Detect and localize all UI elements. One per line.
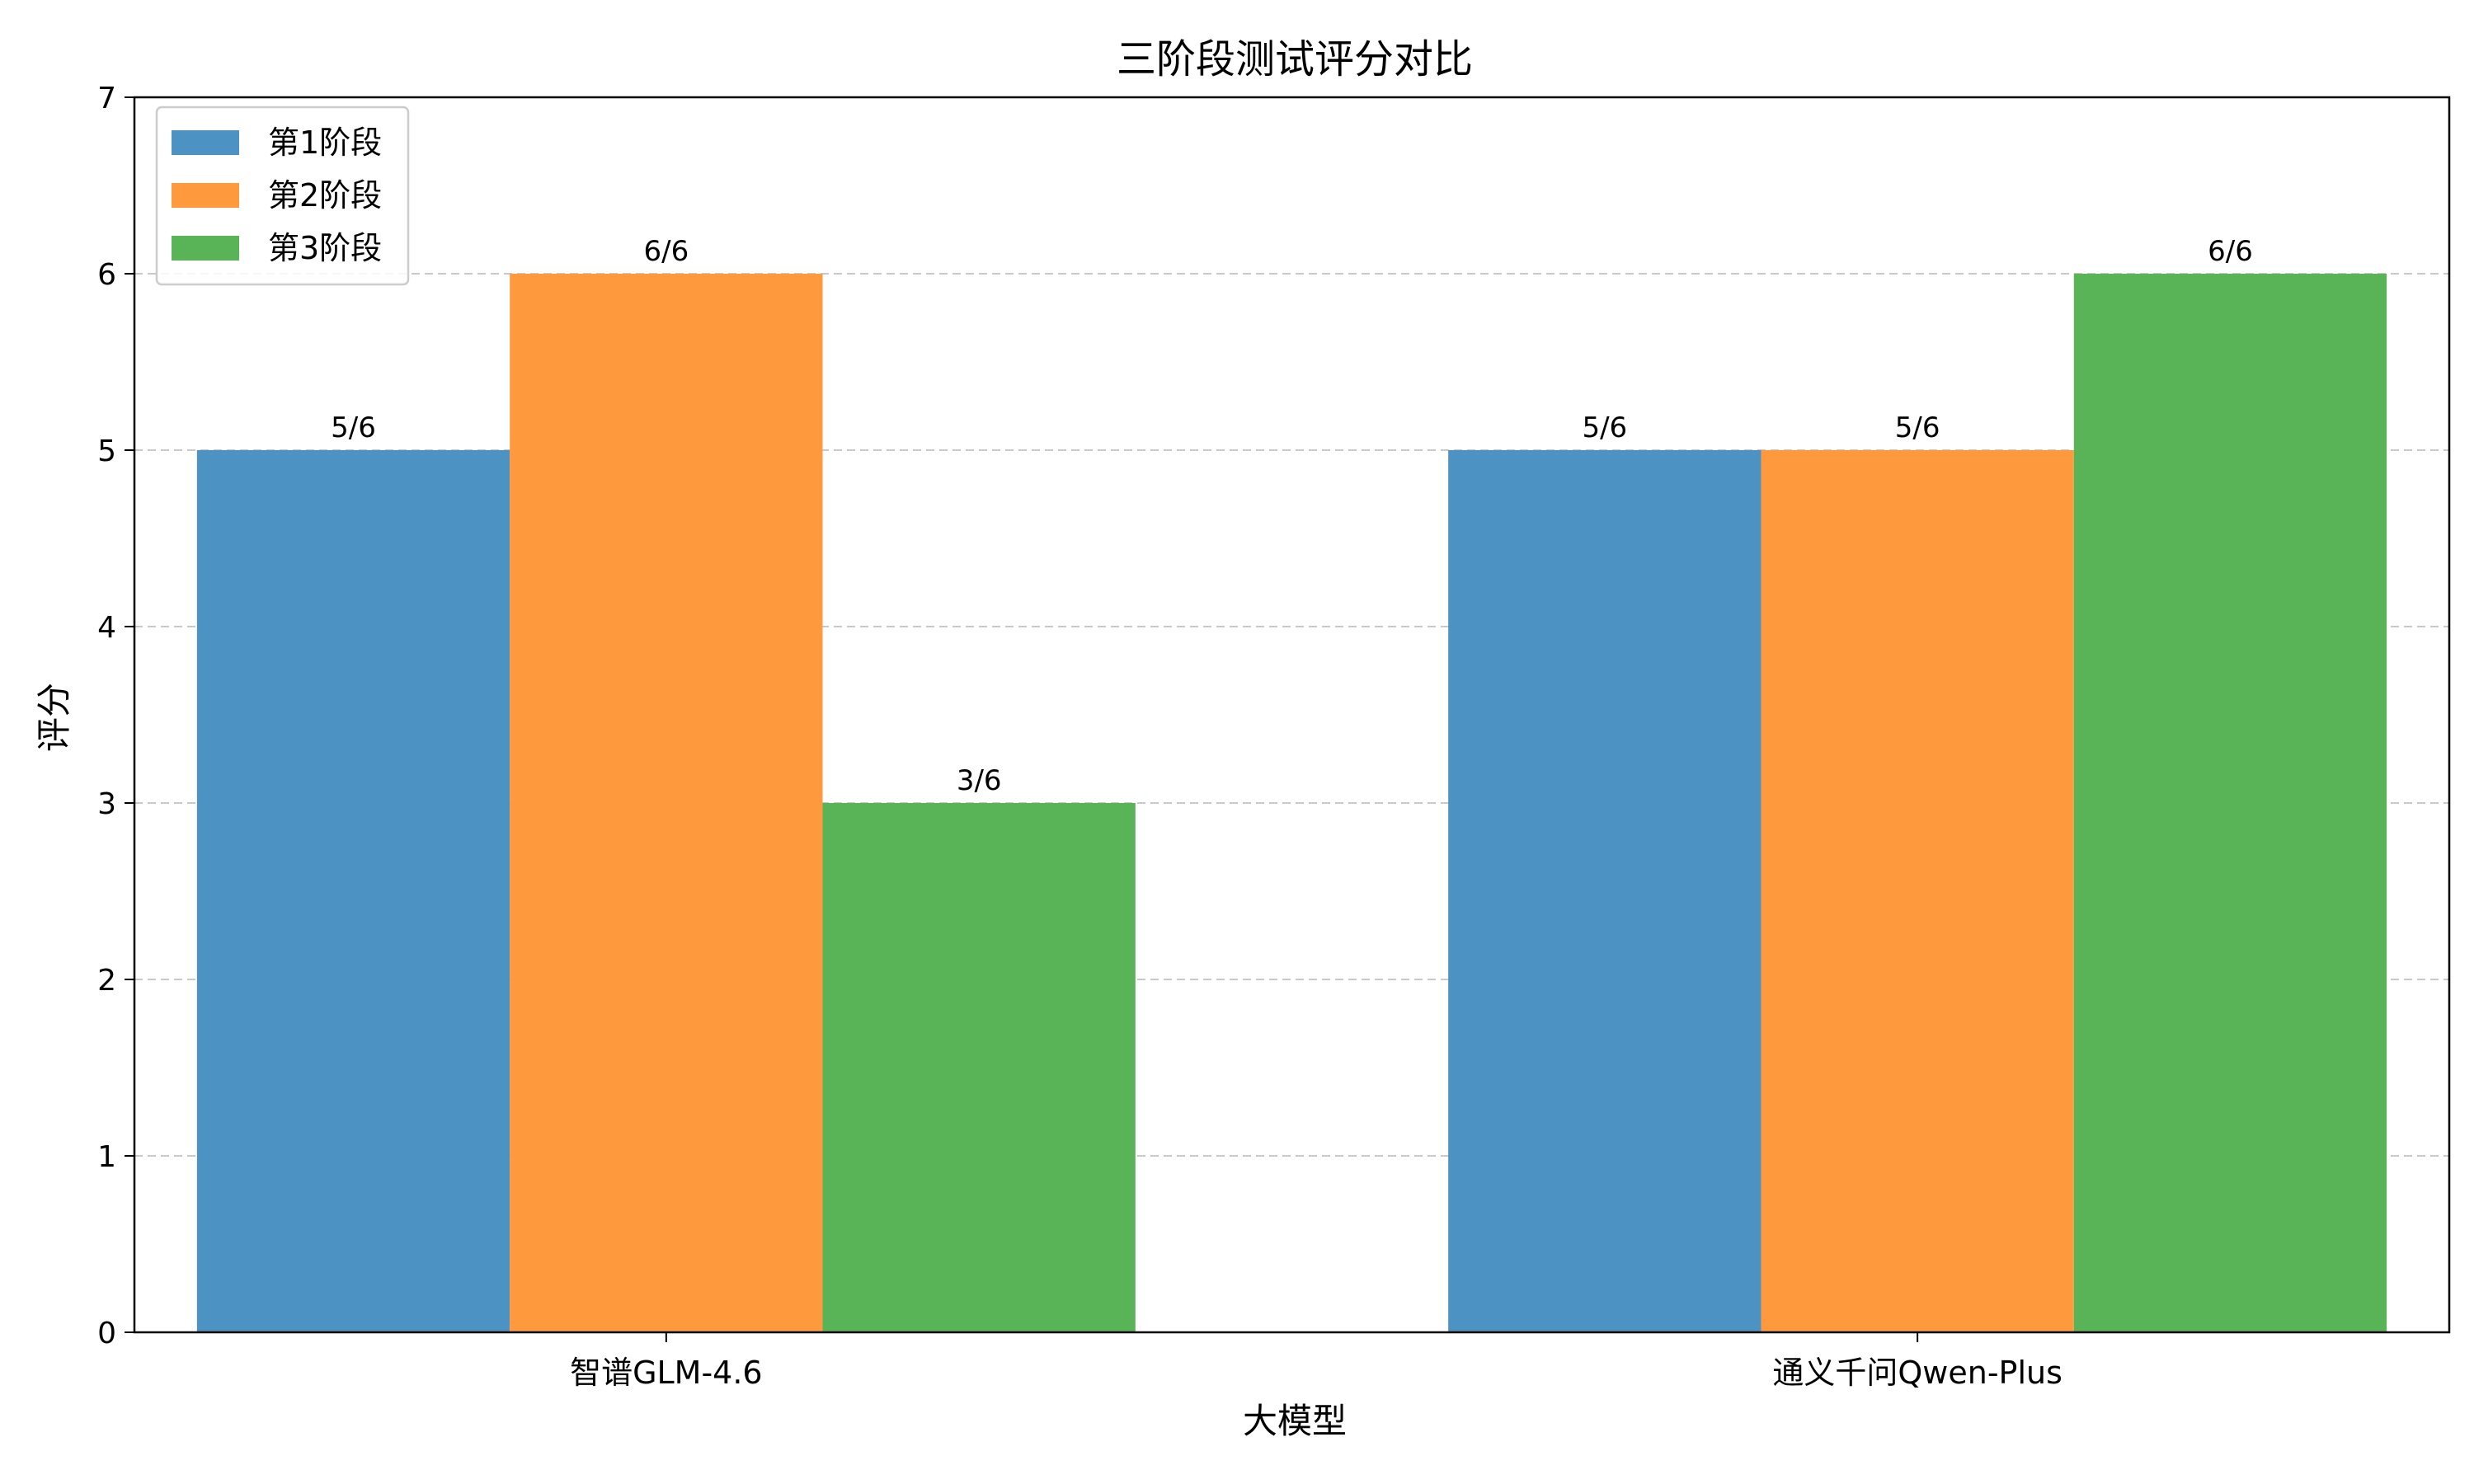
legend-label: 第1阶段	[268, 124, 382, 161]
y-tick-label: 2	[97, 964, 116, 998]
y-tick-label: 6	[97, 258, 116, 292]
bar	[196, 450, 510, 1332]
plot-frame	[133, 96, 2451, 1334]
y-tick-label: 1	[97, 1140, 116, 1174]
x-tick-label: 通义千问Qwen-Plus	[1772, 1355, 2062, 1391]
legend-swatch	[172, 236, 239, 261]
y-tick-label: 0	[97, 1317, 116, 1350]
axis-ticks: 0 1 2 3 4 5 6 7 智谱GLM-4.6 通义千问Qwen-Plus	[97, 82, 2062, 1391]
chart-title: 三阶段测试评分对比	[1117, 36, 1473, 82]
bar	[1448, 450, 1761, 1332]
data-label: 5/6	[331, 411, 376, 444]
data-label: 6/6	[2208, 235, 2253, 268]
y-tick-label: 3	[97, 787, 116, 821]
bar	[2073, 274, 2387, 1332]
data-label: 5/6	[1582, 411, 1627, 444]
y-tick-label: 7	[97, 82, 116, 115]
bar	[822, 803, 1136, 1332]
bar	[510, 274, 823, 1332]
legend-swatch	[172, 183, 239, 208]
data-label: 5/6	[1895, 411, 1940, 444]
data-labels: 5/6 5/6 6/6 5/6 3/6 6/6	[331, 235, 2253, 797]
y-axis-label: 评分	[34, 683, 74, 752]
legend-label: 第3阶段	[268, 230, 382, 266]
y-tick-label: 5	[97, 434, 116, 468]
bars	[196, 274, 2387, 1332]
legend-swatch	[172, 130, 239, 155]
x-tick-label: 智谱GLM-4.6	[570, 1355, 763, 1391]
data-label: 3/6	[957, 764, 1002, 797]
bar	[1761, 450, 2074, 1332]
plot-border	[133, 96, 2451, 1334]
data-label: 6/6	[643, 235, 689, 268]
legend-label: 第2阶段	[268, 177, 382, 214]
y-tick-label: 4	[97, 611, 116, 645]
x-axis-label: 大模型	[1243, 1401, 1347, 1441]
